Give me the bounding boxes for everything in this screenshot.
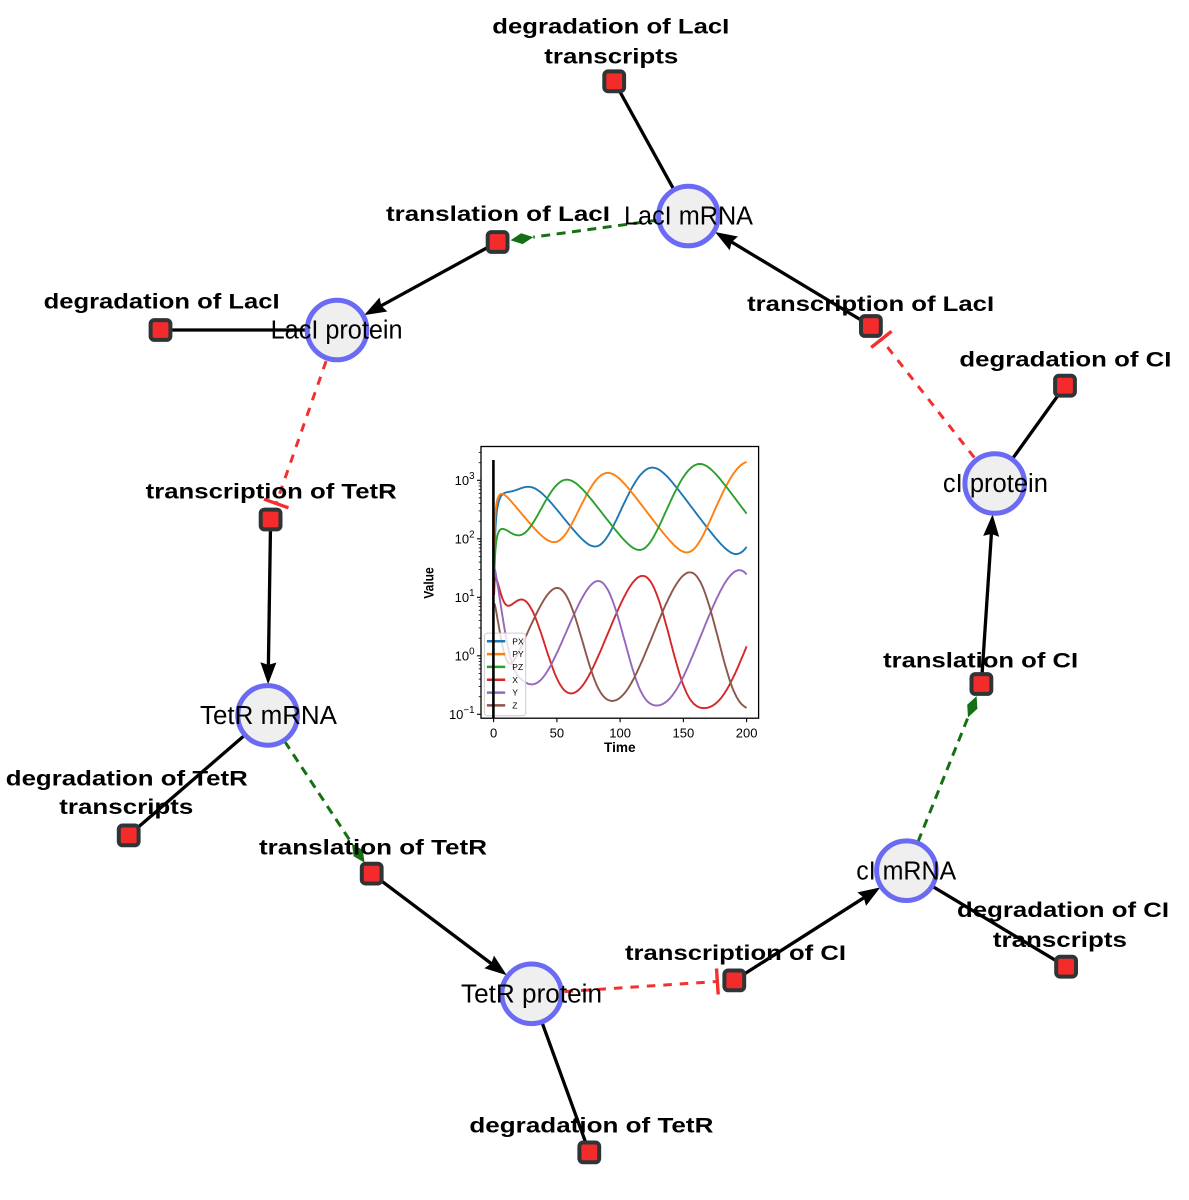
svg-text:transcription of LacI: transcription of LacI xyxy=(747,293,994,316)
svg-text:Time: Time xyxy=(604,740,636,755)
svg-text:degradation of CI: degradation of CI xyxy=(959,349,1171,372)
svg-text:200: 200 xyxy=(736,726,758,741)
svg-text:Value: Value xyxy=(422,567,437,599)
svg-text:PZ: PZ xyxy=(512,662,523,672)
svg-text:0: 0 xyxy=(490,726,497,741)
svg-text:Z: Z xyxy=(512,701,517,711)
svg-text:translation of TetR: translation of TetR xyxy=(259,836,487,859)
svg-text:PX: PX xyxy=(512,636,524,646)
svg-text:LacI protein: LacI protein xyxy=(271,317,403,345)
svg-text:PY: PY xyxy=(512,649,524,659)
svg-text:transcription of TetR: transcription of TetR xyxy=(146,481,397,504)
svg-text:TetR protein: TetR protein xyxy=(461,980,602,1008)
svg-text:degradation of TetR: degradation of TetR xyxy=(6,768,248,791)
svg-text:100: 100 xyxy=(609,726,631,741)
svg-text:translation of LacI: translation of LacI xyxy=(386,203,610,226)
svg-text:degradation of LacI: degradation of LacI xyxy=(44,291,280,314)
svg-text:LacI mRNA: LacI mRNA xyxy=(624,203,753,231)
svg-text:degradation of TetR: degradation of TetR xyxy=(469,1115,713,1138)
svg-text:150: 150 xyxy=(673,726,695,741)
svg-text:degradation of LacI: degradation of LacI xyxy=(492,16,729,39)
svg-text:translation of CI: translation of CI xyxy=(883,650,1078,673)
svg-text:transcripts: transcripts xyxy=(59,796,193,819)
svg-text:transcripts: transcripts xyxy=(544,46,678,69)
svg-text:cI protein: cI protein xyxy=(943,470,1048,498)
svg-text:50: 50 xyxy=(550,726,564,741)
svg-text:transcripts: transcripts xyxy=(993,929,1127,952)
svg-text:X: X xyxy=(512,675,518,685)
svg-text:transcription of CI: transcription of CI xyxy=(625,942,846,965)
svg-text:TetR mRNA: TetR mRNA xyxy=(200,702,337,730)
svg-text:Y: Y xyxy=(512,688,518,698)
svg-text:cI mRNA: cI mRNA xyxy=(856,857,956,885)
svg-text:degradation of CI: degradation of CI xyxy=(957,899,1169,922)
